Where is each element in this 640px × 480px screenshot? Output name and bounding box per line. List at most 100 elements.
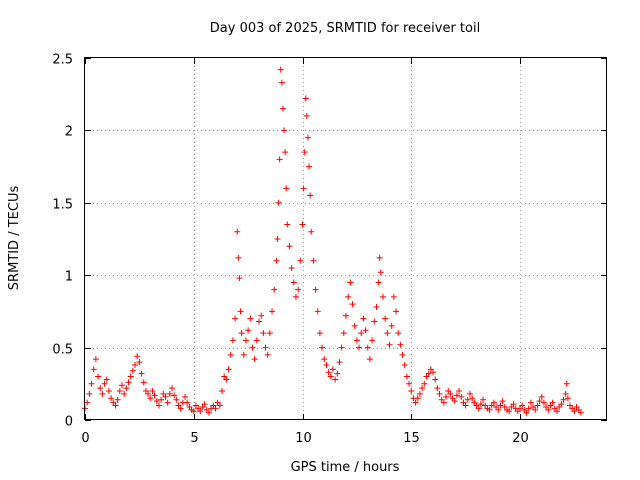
data-point: [125, 379, 132, 386]
data-point: [112, 402, 119, 409]
y-tick-label: 1.5: [52, 198, 73, 213]
data-point: [336, 359, 343, 366]
data-point: [249, 344, 256, 351]
data-point: [464, 396, 471, 403]
data-point: [379, 293, 386, 300]
data-point: [290, 279, 297, 286]
data-point: [123, 385, 130, 392]
data-point: [403, 373, 410, 380]
data-point: [190, 408, 197, 415]
data-point: [103, 376, 110, 383]
data-point: [136, 359, 143, 366]
data-point: [205, 409, 212, 416]
data-point: [360, 315, 367, 322]
data-point: [166, 390, 173, 397]
data-point: [99, 390, 106, 397]
data-point: [302, 95, 309, 102]
data-point: [458, 393, 465, 400]
data-point: [314, 308, 321, 315]
data-point: [390, 293, 397, 300]
data-point: [414, 395, 421, 402]
x-tick-label: 15: [403, 431, 420, 446]
data-point: [369, 337, 376, 344]
data-point: [434, 385, 441, 392]
data-point: [274, 236, 281, 242]
data-point: [393, 308, 400, 315]
data-point: [273, 257, 280, 264]
data-point: [425, 370, 432, 377]
data-point: [301, 149, 308, 156]
data-point: [278, 79, 285, 86]
data-point: [281, 127, 288, 134]
data-point: [325, 369, 332, 376]
data-point: [303, 112, 310, 119]
data-point: [477, 401, 484, 408]
data-point: [321, 356, 328, 363]
data-point: [480, 396, 487, 403]
data-point: [332, 376, 339, 383]
data-point: [549, 399, 556, 406]
data-point: [173, 396, 180, 403]
data-point: [277, 66, 284, 73]
data-point: [362, 327, 369, 334]
data-point: [443, 393, 450, 400]
data-point: [227, 351, 234, 358]
data-point: [553, 408, 560, 415]
data-point: [490, 399, 497, 406]
data-point: [127, 373, 134, 380]
data-point: [329, 366, 336, 373]
data-point: [347, 279, 354, 286]
data-point: [340, 330, 347, 337]
data-point: [182, 393, 189, 400]
y-tick-label: 1: [65, 270, 73, 285]
data-point: [145, 390, 152, 397]
data-point: [466, 390, 473, 397]
data-point: [245, 327, 252, 334]
data-point: [242, 337, 249, 344]
data-point: [447, 390, 454, 397]
data-point: [453, 392, 460, 399]
data-point: [234, 228, 241, 235]
data-point: [149, 388, 156, 395]
data-point: [295, 286, 302, 293]
data-point: [571, 408, 578, 415]
data-point: [118, 382, 125, 389]
data-point: [101, 380, 108, 387]
data-point: [475, 405, 482, 412]
data-point: [297, 257, 304, 264]
data-point: [229, 337, 236, 344]
data-point: [382, 315, 389, 322]
data-point: [97, 385, 104, 392]
data-point: [264, 351, 271, 358]
data-point: [401, 361, 408, 368]
y-tick-label: 0.5: [52, 343, 73, 358]
data-point: [388, 322, 395, 329]
data-point: [140, 379, 147, 386]
data-point: [577, 409, 584, 416]
data-point: [162, 393, 169, 400]
data-point: [527, 399, 534, 406]
data-point: [171, 392, 178, 399]
data-series: [82, 66, 584, 416]
data-point: [375, 279, 382, 286]
data-point: [269, 308, 276, 315]
data-point: [499, 398, 506, 405]
data-point: [451, 398, 458, 405]
data-point: [247, 315, 254, 322]
data-point: [225, 366, 232, 373]
data-point: [251, 356, 258, 363]
data-point: [134, 353, 141, 360]
grid-lines: [85, 58, 607, 420]
data-point: [256, 318, 262, 325]
data-point: [456, 388, 463, 395]
data-point: [408, 388, 415, 395]
data-point: [377, 269, 384, 276]
data-point: [345, 293, 352, 300]
data-point: [197, 408, 204, 415]
data-point: [308, 228, 315, 235]
data-point: [351, 322, 358, 329]
data-point: [219, 388, 226, 395]
y-tick-label: 0: [65, 415, 73, 430]
data-point: [306, 163, 313, 170]
data-point: [116, 388, 123, 395]
